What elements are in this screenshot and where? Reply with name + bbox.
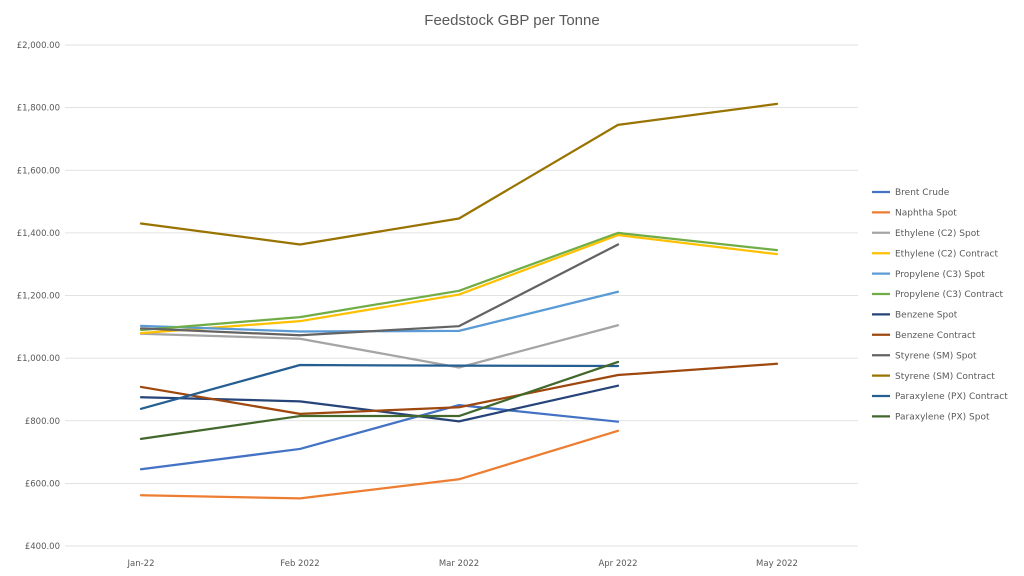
- series-line-2: [139, 324, 620, 369]
- legend-item: Propylene (C3) Contract: [872, 290, 1004, 300]
- legend-label: Styrene (SM) Spot: [895, 351, 977, 361]
- series-line-8: [139, 243, 620, 337]
- legend-item: Benzene Spot: [872, 311, 958, 321]
- y-tick-label: £1,200.00: [17, 292, 60, 302]
- series-line-0: [139, 403, 620, 471]
- legend: Brent Crude Naphtha Spot Ethylene (C2) Spo…: [872, 188, 1008, 423]
- legend-label: Propylene (C3) Spot: [895, 270, 985, 280]
- legend-label: Ethylene (C2) Contract: [895, 249, 998, 259]
- chart-title: Feedstock GBP per Tonne: [424, 12, 599, 29]
- series-line-10: [139, 363, 620, 410]
- gridlines: [65, 44, 858, 547]
- legend-item: Styrene (SM) Contract: [872, 372, 995, 382]
- legend-item: Ethylene (C2) Spot: [872, 229, 980, 239]
- y-tick-label: £800.00: [25, 417, 60, 427]
- legend-item: Propylene (C3) Spot: [872, 270, 985, 280]
- legend-item: Styrene (SM) Spot: [872, 351, 977, 361]
- x-tick-label: May 2022: [756, 559, 798, 569]
- series-line-11: [139, 360, 620, 441]
- legend-item: Benzene Contract: [872, 331, 976, 341]
- legend-label: Paraxylene (PX) Contract: [895, 392, 1008, 402]
- legend-item: Ethylene (C2) Contract: [872, 249, 998, 259]
- y-tick-label: £1,600.00: [17, 166, 60, 176]
- legend-label: Paraxylene (PX) Spot: [895, 413, 990, 423]
- series-line-1: [139, 429, 620, 500]
- legend-label: Styrene (SM) Contract: [895, 372, 995, 382]
- legend-item: Brent Crude: [872, 188, 950, 198]
- legend-label: Benzene Contract: [895, 331, 976, 341]
- series-line-9: [139, 102, 779, 246]
- y-tick-label: £600.00: [25, 479, 60, 489]
- series-lines: [139, 102, 779, 500]
- y-tick-label: £2,000.00: [17, 41, 60, 51]
- x-tick-label: Jan-22: [127, 559, 155, 569]
- legend-item: Paraxylene (PX) Spot: [872, 413, 990, 423]
- y-tick-label: £1,400.00: [17, 229, 60, 239]
- y-tick-label: £1,000.00: [17, 354, 60, 364]
- series-line-5: [139, 231, 779, 332]
- legend-label: Benzene Spot: [895, 311, 958, 321]
- legend-label: Ethylene (C2) Spot: [895, 229, 980, 239]
- series-line-7: [139, 362, 779, 415]
- x-tick-label: Feb 2022: [280, 559, 319, 569]
- legend-item: Naphtha Spot: [872, 209, 957, 219]
- y-axis-ticks: £400.00 £600.00 £800.00 £1,000.00 £1,200.00 £…: [17, 41, 60, 552]
- legend-label: Propylene (C3) Contract: [895, 290, 1004, 300]
- x-tick-label: Mar 2022: [439, 559, 479, 569]
- legend-label: Naphtha Spot: [895, 209, 957, 219]
- y-tick-label: £1,800.00: [17, 104, 60, 114]
- y-tick-label: £400.00: [25, 542, 60, 552]
- x-tick-label: Apr 2022: [598, 559, 637, 569]
- x-axis-ticks: Jan-22 Feb 2022 Mar 2022 Apr 2022 May 2022: [127, 559, 798, 569]
- series-line-3: [139, 233, 779, 335]
- series-line-4: [139, 290, 620, 333]
- legend-item: Paraxylene (PX) Contract: [872, 392, 1008, 402]
- legend-label: Brent Crude: [895, 188, 950, 198]
